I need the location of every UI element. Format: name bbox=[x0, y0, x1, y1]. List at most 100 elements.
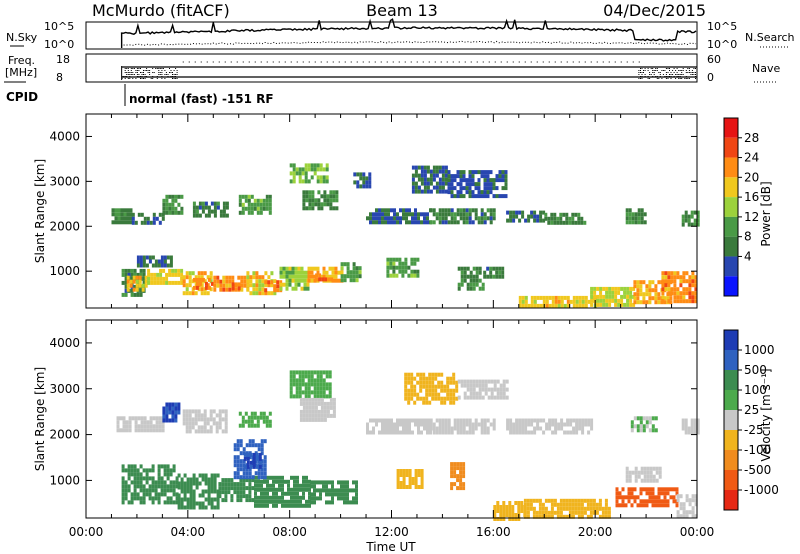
power-cell bbox=[530, 210, 534, 215]
velocity-cell bbox=[691, 510, 695, 515]
velocity-cell bbox=[325, 480, 328, 485]
power-cell bbox=[310, 266, 314, 271]
power-cell bbox=[340, 266, 344, 271]
velocity-cell bbox=[281, 483, 284, 488]
velocity-cell bbox=[643, 470, 647, 475]
velocity-cell bbox=[440, 384, 444, 389]
power-cell bbox=[307, 274, 311, 279]
power-cell bbox=[640, 212, 644, 217]
power-cell bbox=[539, 214, 543, 219]
velocity-cell bbox=[455, 380, 459, 385]
velocity-cell bbox=[449, 380, 453, 385]
velocity-cell bbox=[660, 487, 664, 492]
power-cell bbox=[261, 275, 265, 280]
power-cell bbox=[353, 172, 357, 177]
velocity-cell bbox=[526, 510, 530, 515]
power-cell bbox=[268, 202, 272, 207]
velocity-cell bbox=[346, 488, 349, 493]
power-cell bbox=[129, 283, 133, 288]
frequency-panel: Freq. [MHz] 18 8 60 0 Nave bbox=[4, 53, 780, 84]
freq-speckle bbox=[143, 70, 144, 71]
velocity-cell bbox=[248, 494, 252, 499]
power-cell bbox=[132, 287, 136, 292]
power-cell bbox=[432, 208, 436, 213]
velocity-cell bbox=[447, 418, 451, 423]
freq-speckle bbox=[679, 74, 681, 75]
power-cell bbox=[352, 278, 356, 283]
power-cell bbox=[441, 212, 445, 217]
velocity-cell bbox=[313, 390, 317, 395]
power-cell bbox=[142, 280, 146, 285]
velocity-cell bbox=[148, 476, 152, 481]
velocity-cell bbox=[328, 390, 332, 395]
velocity-cell bbox=[515, 422, 519, 427]
power-cell bbox=[648, 288, 652, 293]
velocity-cell bbox=[148, 468, 152, 473]
power-cell bbox=[441, 165, 445, 170]
velocity-cell bbox=[195, 477, 199, 482]
velocity-cell bbox=[168, 418, 172, 423]
velocity-cell bbox=[589, 502, 593, 507]
velocity-cell bbox=[139, 484, 143, 489]
power-cell bbox=[469, 274, 473, 279]
velocity-cell bbox=[197, 413, 201, 418]
x-tick-label: 00:00 bbox=[680, 525, 715, 539]
power-cell bbox=[303, 270, 307, 275]
velocity-cell bbox=[254, 443, 258, 448]
power-cell bbox=[474, 182, 478, 187]
freq-speckle bbox=[158, 68, 160, 69]
power-cell bbox=[495, 186, 499, 191]
velocity-cell bbox=[209, 409, 213, 414]
power-cell bbox=[192, 201, 196, 206]
velocity-cell bbox=[143, 428, 147, 433]
freq-speckle bbox=[129, 74, 131, 75]
velocity-cell bbox=[263, 503, 266, 508]
velocity-cell bbox=[499, 395, 503, 400]
power-cell bbox=[273, 284, 277, 289]
power-cell bbox=[395, 273, 399, 278]
power-cell bbox=[472, 274, 476, 279]
power-cell bbox=[288, 282, 292, 287]
velocity-cell bbox=[428, 392, 432, 397]
velocity-cell bbox=[443, 396, 447, 401]
velocity-cell bbox=[218, 409, 222, 414]
power-cell bbox=[216, 275, 220, 280]
velocity-cell bbox=[299, 417, 303, 422]
freq-speckle bbox=[175, 68, 177, 69]
power-cell bbox=[180, 280, 184, 285]
velocity-cell bbox=[535, 498, 539, 503]
power-colorbar-tick-label: 20 bbox=[744, 170, 759, 184]
velocity-cell bbox=[304, 370, 308, 375]
freq-speckle bbox=[140, 68, 141, 69]
velocity-cell bbox=[302, 475, 305, 480]
power-cell bbox=[694, 283, 698, 288]
velocity-cell bbox=[263, 475, 267, 480]
velocity-cell bbox=[580, 510, 584, 515]
velocity-cell bbox=[332, 397, 336, 402]
velocity-cell bbox=[278, 483, 281, 488]
power-cell bbox=[696, 210, 700, 215]
velocity-cell bbox=[260, 447, 264, 452]
velocity-cell bbox=[672, 487, 676, 492]
velocity-cell bbox=[483, 430, 487, 435]
velocity-cell bbox=[544, 498, 548, 503]
power-cell bbox=[198, 277, 202, 282]
power-cell bbox=[685, 279, 689, 284]
power-cell bbox=[614, 302, 618, 307]
velocity-cell bbox=[676, 510, 680, 515]
velocity-cell bbox=[414, 422, 417, 427]
velocity-cell bbox=[520, 509, 524, 513]
power-cell bbox=[197, 275, 201, 280]
velocity-cell bbox=[539, 418, 543, 423]
power-cell bbox=[629, 286, 633, 291]
velocity-cell bbox=[180, 497, 184, 502]
velocity-cell bbox=[186, 489, 190, 494]
power-cell bbox=[165, 202, 169, 207]
velocity-cell bbox=[239, 463, 243, 468]
velocity-cell bbox=[116, 424, 120, 429]
station-title: McMurdo (fitACF) bbox=[92, 1, 230, 20]
power-cell bbox=[527, 303, 531, 308]
velocity-cell bbox=[643, 478, 647, 483]
freq-speckle bbox=[143, 78, 144, 79]
velocity-cell bbox=[515, 430, 519, 435]
